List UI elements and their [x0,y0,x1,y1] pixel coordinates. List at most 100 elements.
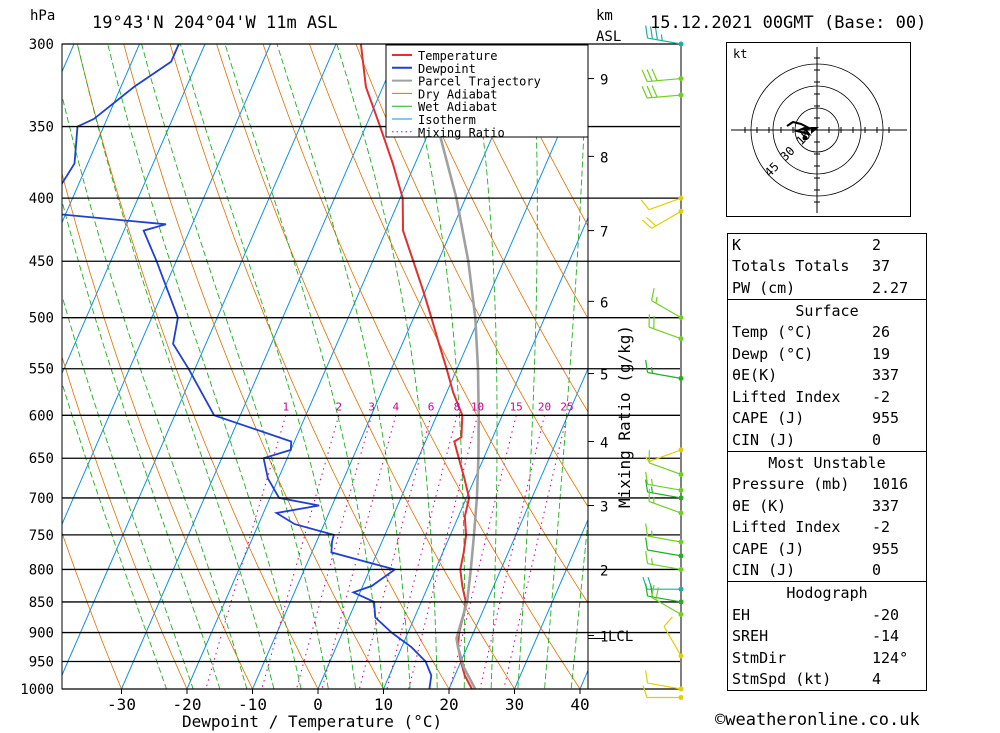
index-key: Temp (°C) [732,323,814,342]
isotherm-line [62,44,337,677]
mixing-ratio-label: 15 [510,400,523,413]
isotherm-line [317,65,588,689]
wind-barb-dot [678,686,684,692]
index-key: CIN (J) [732,430,796,449]
index-value: -2 [872,518,891,537]
wet-adiabat-line [62,381,167,689]
index-row: Dewp (°C) 19 [728,343,926,365]
wind-barb-shaft [651,300,682,319]
wind-barb-flag [645,25,649,39]
wind-barb-shaft [647,549,682,557]
wind-barb-shaft [647,94,682,99]
wet-adiabat-line [76,44,275,689]
index-key: θE(K) [732,366,778,385]
index-value: -20 [872,605,900,624]
wind-barb-dot [678,208,684,214]
index-value: 26 [872,323,891,342]
surface-indices: Surface Temp (°C) 26 Dewp (°C) 19 θE(K) 337 Li… [727,299,927,452]
index-value: 19 [872,344,891,363]
index-key: StmDir [732,648,787,667]
mixing-ratio-label: 4 [392,400,399,413]
pressure-tick-label: 650 [29,451,54,467]
wind-barb-flag [645,550,649,564]
dry-adiabat-line [494,44,588,227]
mixing-ratio-line [261,415,340,689]
index-row: Totals Totals 37 [728,256,926,278]
index-key: EH [732,605,751,624]
isotherm-line [382,216,588,689]
pressure-tick-label: 800 [29,562,54,578]
index-value: 2 [872,235,882,254]
wind-barb-half-flag [644,456,650,462]
hodograph-storm-marker [811,127,819,134]
index-value: 955 [872,409,900,428]
x-tick-label: 10 [374,695,393,714]
dry-adiabat-line [62,531,122,689]
pressure-tick-label: 600 [29,408,54,424]
pressure-tick-label: 850 [29,595,54,611]
index-row: StmDir 124° [728,647,926,669]
wind-barb-flag [645,583,649,597]
isotherm-line [62,44,206,375]
legend-entry: Parcel Trajectory [418,75,541,89]
mixing-ratio-line [295,415,373,689]
mixing-ratio-label: 25 [560,400,573,413]
index-row: EH -20 [728,604,926,626]
height-tick-label: 5 [600,368,608,384]
hodograph-panel: kt 15 30 45 [726,42,911,217]
wind-barb-dot [678,195,684,201]
mixing-ratio-label: 2 [336,400,343,413]
wind-barb-half-flag [650,558,654,565]
height-tick-label: 1 [600,630,608,646]
wind-barb-flag [642,685,648,698]
wind-barb-shaft [648,500,682,514]
wind-barb-dot [678,336,684,342]
wind-barb-flag [641,219,652,229]
wind-barb-dot [678,695,684,701]
wind-barb-flag [645,537,649,551]
km-unit: km [596,8,613,24]
wind-barb-dot [678,611,684,617]
pressure-tick-label: 550 [29,362,54,378]
wet-adiabat-line [179,44,357,689]
wind-barb-shaft [648,326,682,340]
wind-barb-half-flag [650,530,654,538]
dry-adiabat-line [981,0,1000,715]
credit-text: ©weatheronline.co.uk [715,710,920,730]
wind-barb-half-flag [650,486,654,493]
hodograph-title: Hodograph [786,584,868,602]
index-key: StmSpd (kt) [732,670,832,689]
isotherm-line [62,44,140,224]
wind-barb-dot [678,471,684,477]
wind-barb-dot [678,487,684,493]
mixing-ratio-label: 20 [538,400,551,413]
height-tick-label: 6 [600,295,608,311]
hodograph-ring-label: 30 [778,144,798,164]
wind-barb-half-flag [650,366,654,374]
wind-barb-shaft [648,197,682,211]
wind-barb-shaft [647,77,682,83]
legend-box [385,44,589,138]
legend-entry: Dewpoint [418,62,476,76]
wet-adiabat-line [224,44,384,689]
index-row: PW (cm) 2.27 [728,277,926,299]
wind-barb-dot [678,510,684,516]
index-row: CAPE (J) 955 [728,538,926,560]
wind-barb-dot [678,539,684,545]
wind-barb-dot [678,76,684,82]
pressure-tick-label: 750 [29,528,54,544]
wind-barb-dot [678,41,684,47]
index-row: Lifted Index -2 [728,517,926,539]
index-value: 337 [872,496,900,515]
hodograph-trace [786,120,812,136]
legend-entry: Dry Adiabat [418,87,497,101]
index-value: 337 [872,366,900,385]
wind-barb-shaft [647,682,682,690]
index-row: SREH -14 [728,626,926,648]
mixing-ratio-label: 8 [454,400,461,413]
mixing-ratio-line [321,415,397,689]
dry-adiabat-line [448,44,588,320]
wind-barb-flag [655,587,660,601]
wind-barb-flag [654,27,658,40]
